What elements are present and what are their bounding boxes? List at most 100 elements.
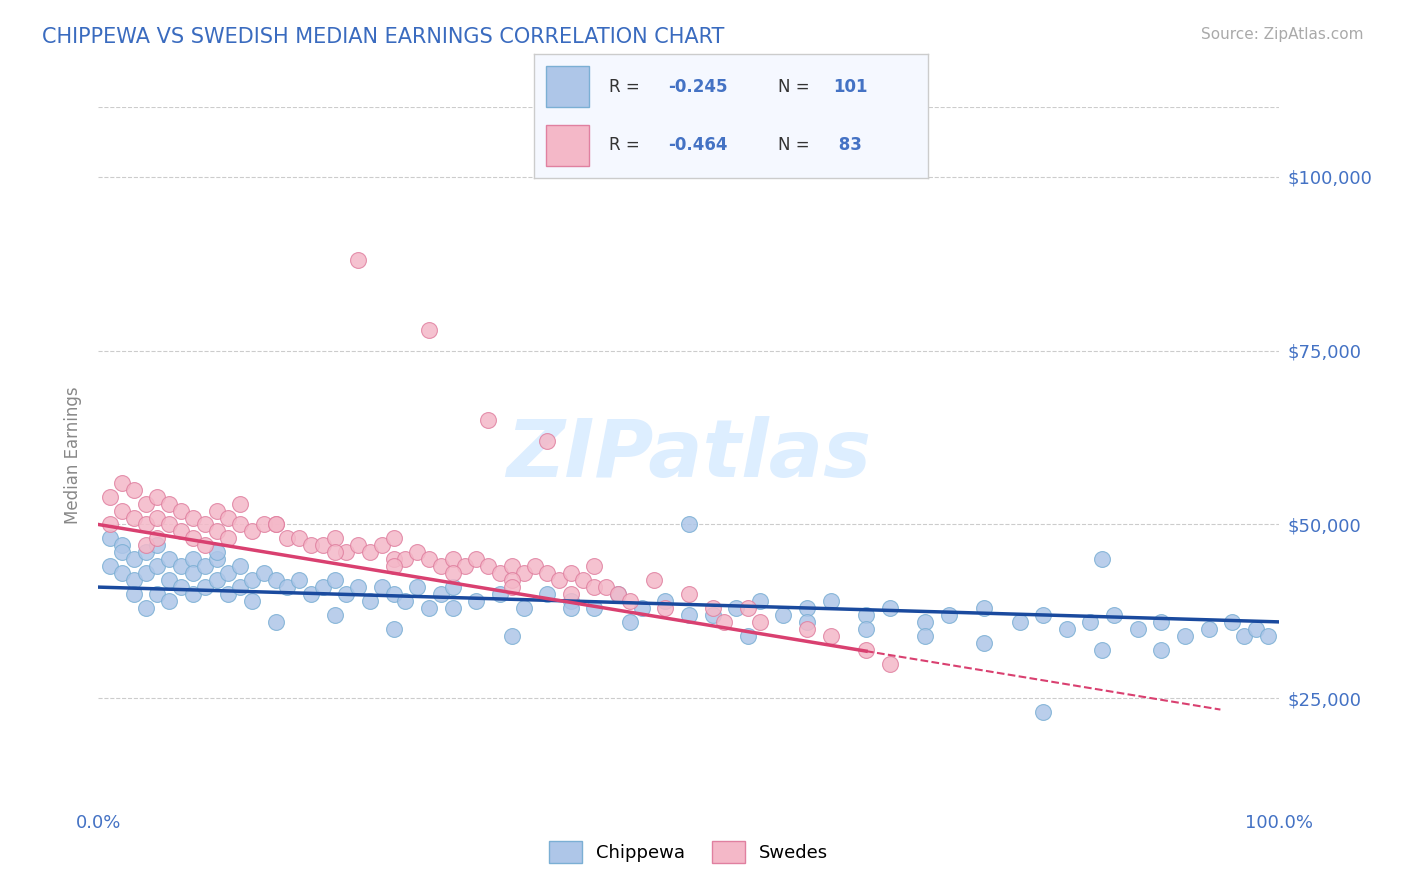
Point [217, 532, 239, 546]
Point [194, 580, 217, 594]
Point [489, 587, 512, 601]
Y-axis label: Median Earnings: Median Earnings [65, 386, 83, 524]
Point [157, 594, 180, 608]
Point [253, 566, 276, 581]
Text: ZIPatlas: ZIPatlas [506, 416, 872, 494]
Point [1032, 706, 1054, 720]
Point [347, 538, 370, 552]
Point [382, 587, 405, 601]
Point [229, 580, 252, 594]
Point [205, 545, 228, 559]
Point [501, 559, 523, 574]
Point [146, 587, 169, 601]
Point [181, 587, 204, 601]
Point [1220, 615, 1243, 629]
Point [146, 538, 169, 552]
Point [146, 490, 169, 504]
Point [418, 323, 440, 337]
Point [217, 587, 239, 601]
Point [217, 566, 239, 581]
Point [181, 510, 204, 524]
Text: Source: ZipAtlas.com: Source: ZipAtlas.com [1201, 27, 1364, 42]
Point [619, 594, 641, 608]
Point [146, 532, 169, 546]
Point [796, 601, 818, 615]
Point [382, 559, 405, 574]
Point [441, 552, 464, 566]
Point [135, 538, 157, 552]
Point [205, 503, 228, 517]
Point [181, 552, 204, 566]
Point [111, 475, 134, 490]
Point [560, 566, 582, 581]
Point [914, 629, 936, 643]
Point [678, 517, 700, 532]
Point [1150, 615, 1173, 629]
Point [737, 601, 759, 615]
Text: N =: N = [779, 136, 815, 154]
Point [1008, 615, 1031, 629]
Point [973, 636, 995, 650]
Point [170, 580, 193, 594]
Point [820, 629, 842, 643]
Point [205, 573, 228, 587]
Point [122, 483, 145, 497]
Point [323, 607, 346, 622]
Point [855, 607, 877, 622]
Point [1102, 607, 1125, 622]
Point [194, 538, 217, 552]
Point [702, 607, 724, 622]
Point [323, 532, 346, 546]
Point [702, 601, 724, 615]
Bar [546, 125, 589, 166]
Point [643, 573, 665, 587]
Point [394, 552, 416, 566]
Point [1126, 622, 1149, 636]
Point [512, 601, 534, 615]
Text: N =: N = [779, 78, 815, 95]
Point [194, 517, 217, 532]
Point [359, 545, 381, 559]
Point [181, 532, 204, 546]
Point [583, 580, 606, 594]
Point [879, 657, 901, 671]
Point [229, 559, 252, 574]
Point [465, 594, 488, 608]
Point [253, 517, 276, 532]
Point [157, 497, 180, 511]
Point [264, 517, 287, 532]
Point [607, 587, 630, 601]
Point [560, 601, 582, 615]
Point [111, 503, 134, 517]
Point [536, 434, 558, 448]
Point [737, 629, 759, 643]
Point [477, 559, 499, 574]
Point [914, 615, 936, 629]
Point [312, 580, 335, 594]
Point [98, 532, 121, 546]
Point [796, 615, 818, 629]
Point [418, 601, 440, 615]
Point [560, 594, 582, 608]
Text: R =: R = [609, 78, 645, 95]
Point [619, 615, 641, 629]
Point [1198, 622, 1220, 636]
Point [240, 594, 263, 608]
Point [264, 615, 287, 629]
Point [335, 545, 357, 559]
Point [170, 503, 193, 517]
Bar [546, 66, 589, 107]
Point [713, 615, 735, 629]
Point [406, 545, 429, 559]
Point [382, 532, 405, 546]
Point [430, 559, 453, 574]
Point [359, 594, 381, 608]
Point [264, 573, 287, 587]
Point [477, 413, 499, 427]
Point [394, 594, 416, 608]
Point [583, 601, 606, 615]
Point [111, 538, 134, 552]
Point [1056, 622, 1078, 636]
Point [678, 587, 700, 601]
Point [299, 587, 322, 601]
